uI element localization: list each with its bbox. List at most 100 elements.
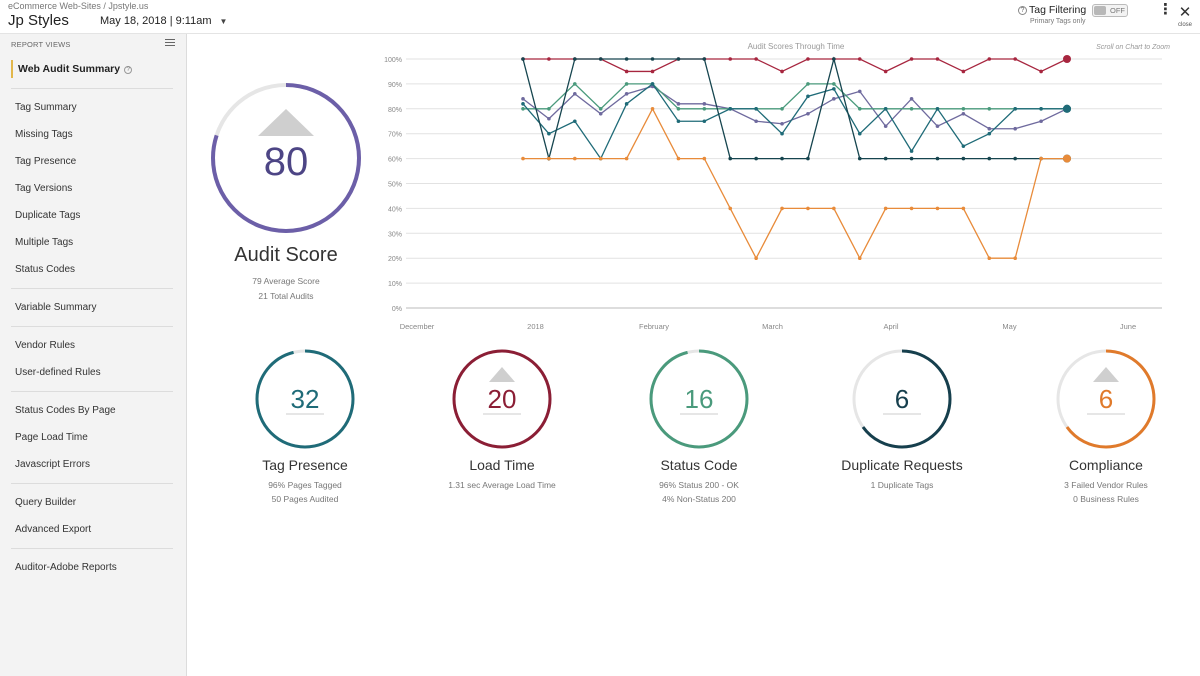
data-point[interactable] bbox=[987, 57, 992, 61]
data-point[interactable] bbox=[987, 131, 992, 136]
data-point[interactable] bbox=[624, 82, 629, 86]
data-point[interactable] bbox=[754, 57, 758, 61]
sidebar-item-multiple-tags[interactable]: Multiple Tags bbox=[15, 237, 74, 248]
data-point[interactable] bbox=[883, 156, 888, 161]
sidebar-item-status-codes-by-page[interactable]: Status Codes By Page bbox=[15, 405, 116, 416]
data-point[interactable] bbox=[547, 107, 551, 111]
data-point[interactable] bbox=[754, 156, 758, 161]
data-point[interactable] bbox=[1039, 156, 1043, 161]
duplicate-requests-gauge[interactable]: 6 bbox=[851, 348, 953, 450]
data-point[interactable] bbox=[883, 107, 888, 111]
audit-scores-chart[interactable]: Audit Scores Through Time Scroll on Char… bbox=[372, 40, 1172, 340]
data-point[interactable] bbox=[987, 256, 992, 260]
data-point[interactable] bbox=[987, 107, 992, 111]
data-point[interactable] bbox=[676, 102, 681, 106]
more-options-icon[interactable]: ⋮ bbox=[1158, 1, 1173, 18]
data-point[interactable] bbox=[1063, 55, 1071, 63]
data-point[interactable] bbox=[909, 57, 914, 61]
data-point[interactable] bbox=[909, 97, 914, 101]
data-point[interactable] bbox=[935, 206, 940, 211]
data-point[interactable] bbox=[935, 156, 940, 161]
close-button[interactable]: ✕ close bbox=[1175, 4, 1195, 28]
help-icon[interactable]: ? bbox=[1018, 6, 1027, 15]
sidebar-item-page-load-time[interactable]: Page Load Time bbox=[15, 432, 88, 443]
sidebar-item-user-defined-rules[interactable]: User-defined Rules bbox=[15, 367, 101, 378]
data-point[interactable] bbox=[728, 57, 733, 61]
sidebar-item-duplicate-tags[interactable]: Duplicate Tags bbox=[15, 210, 81, 221]
status-code-gauge[interactable]: 16 bbox=[648, 348, 750, 450]
breadcrumb[interactable]: eCommerce Web-Sites / Jpstyle.us bbox=[8, 1, 149, 11]
data-point[interactable] bbox=[780, 131, 784, 136]
data-point[interactable] bbox=[857, 256, 862, 260]
sidebar-item-web-audit-summary[interactable]: Web Audit Summary? bbox=[11, 60, 133, 78]
data-point[interactable] bbox=[1063, 154, 1071, 163]
data-point[interactable] bbox=[832, 206, 836, 211]
data-point[interactable] bbox=[728, 156, 733, 161]
data-point[interactable] bbox=[832, 57, 836, 61]
data-point[interactable] bbox=[598, 57, 603, 61]
data-point[interactable] bbox=[961, 144, 966, 148]
data-point[interactable] bbox=[780, 107, 784, 111]
data-point[interactable] bbox=[961, 206, 966, 211]
data-point[interactable] bbox=[728, 206, 733, 211]
sidebar-item-tag-summary[interactable]: Tag Summary bbox=[15, 102, 77, 113]
data-point[interactable] bbox=[598, 107, 603, 111]
data-point[interactable] bbox=[1013, 107, 1017, 111]
help-icon[interactable]: ? bbox=[124, 66, 133, 74]
sidebar-item-vendor-rules[interactable]: Vendor Rules bbox=[15, 340, 76, 351]
data-point[interactable] bbox=[702, 119, 707, 124]
data-point[interactable] bbox=[806, 82, 810, 86]
compliance-gauge[interactable]: 6 bbox=[1055, 348, 1157, 450]
data-point[interactable] bbox=[806, 57, 810, 61]
sidebar-item-javascript-errors[interactable]: Javascript Errors bbox=[15, 459, 91, 470]
data-point[interactable] bbox=[1013, 126, 1017, 131]
data-point[interactable] bbox=[650, 82, 655, 86]
data-point[interactable] bbox=[806, 94, 810, 99]
audit-date-selector[interactable]: May 18, 2018 | 9:11am ▼ bbox=[100, 15, 227, 27]
data-point[interactable] bbox=[702, 107, 707, 111]
sidebar-item-advanced-export[interactable]: Advanced Export bbox=[15, 524, 92, 535]
data-point[interactable] bbox=[832, 97, 836, 101]
data-point[interactable] bbox=[935, 57, 940, 61]
data-point[interactable] bbox=[547, 57, 551, 61]
data-point[interactable] bbox=[961, 111, 966, 116]
data-point[interactable] bbox=[961, 156, 966, 161]
menu-icon[interactable] bbox=[165, 37, 175, 48]
data-point[interactable] bbox=[857, 131, 862, 136]
data-point[interactable] bbox=[521, 107, 525, 111]
data-point[interactable] bbox=[832, 82, 836, 86]
sidebar-item-query-builder[interactable]: Query Builder bbox=[15, 497, 77, 508]
data-point[interactable] bbox=[547, 131, 551, 136]
data-point[interactable] bbox=[806, 111, 810, 116]
data-point[interactable] bbox=[754, 256, 758, 260]
data-point[interactable] bbox=[547, 116, 551, 121]
data-point[interactable] bbox=[676, 57, 681, 61]
data-point[interactable] bbox=[987, 126, 992, 131]
data-point[interactable] bbox=[650, 69, 655, 74]
sidebar-item-tag-versions[interactable]: Tag Versions bbox=[15, 183, 73, 194]
data-point[interactable] bbox=[780, 206, 784, 211]
data-point[interactable] bbox=[857, 107, 862, 111]
data-point[interactable] bbox=[806, 156, 810, 161]
sidebar-item-missing-tags[interactable]: Missing Tags bbox=[15, 129, 73, 140]
data-point[interactable] bbox=[598, 156, 603, 161]
audit-score-gauge[interactable]: 80 bbox=[210, 82, 362, 234]
data-point[interactable] bbox=[909, 156, 914, 161]
data-point[interactable] bbox=[1063, 104, 1071, 113]
data-point[interactable] bbox=[754, 119, 758, 124]
data-point[interactable] bbox=[832, 87, 836, 91]
sidebar-item-variable-summary[interactable]: Variable Summary bbox=[15, 302, 97, 313]
data-point[interactable] bbox=[702, 102, 707, 106]
data-point[interactable] bbox=[573, 92, 577, 96]
data-point[interactable] bbox=[1039, 107, 1043, 111]
data-point[interactable] bbox=[624, 69, 629, 74]
data-point[interactable] bbox=[676, 119, 681, 124]
data-point[interactable] bbox=[935, 107, 940, 111]
data-point[interactable] bbox=[883, 206, 888, 211]
data-point[interactable] bbox=[1039, 69, 1043, 74]
sidebar-item-auditor-adobe-reports[interactable]: Auditor-Adobe Reports bbox=[15, 562, 117, 573]
data-point[interactable] bbox=[598, 111, 603, 116]
data-point[interactable] bbox=[1013, 156, 1017, 161]
load-time-gauge[interactable]: 20 bbox=[451, 348, 553, 450]
data-point[interactable] bbox=[624, 57, 629, 61]
